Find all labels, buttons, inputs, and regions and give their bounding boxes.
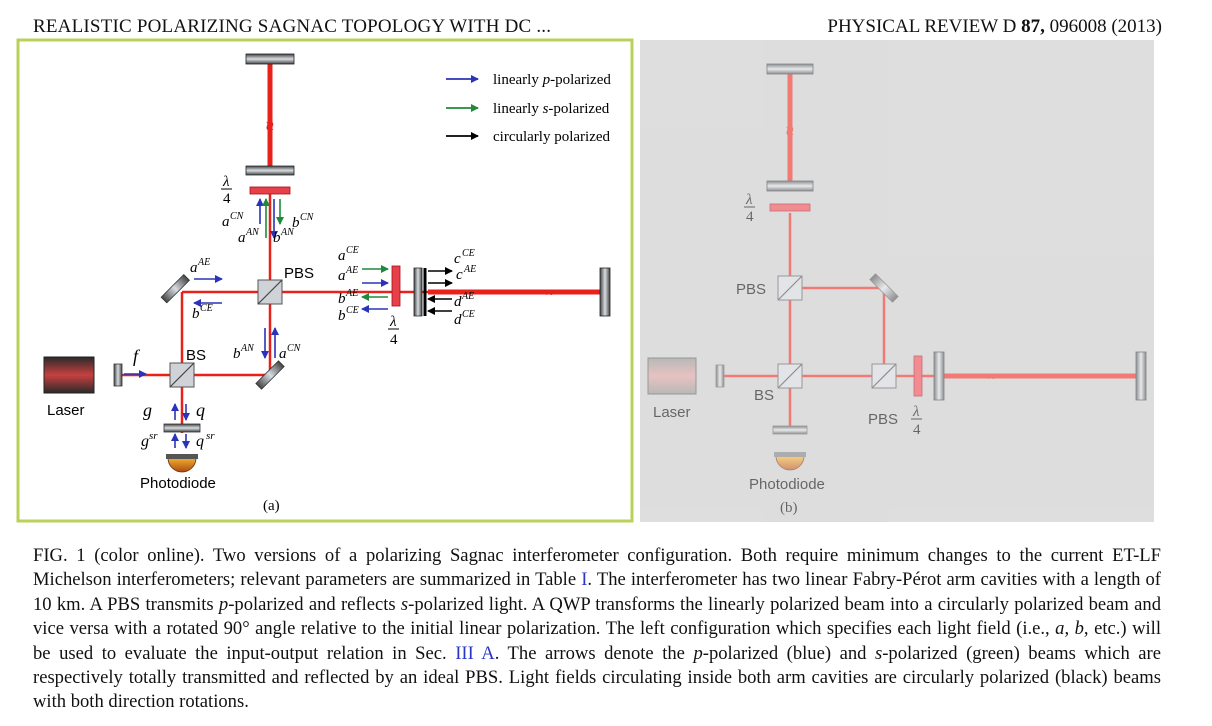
- svg-text:b: b: [192, 306, 200, 322]
- north-end-mirror-b: [767, 64, 813, 74]
- panel-b-label: (b): [780, 500, 798, 516]
- journal-volume: 87,: [1021, 16, 1045, 37]
- svg-text:g: g: [141, 433, 149, 450]
- bs-b: [778, 364, 802, 388]
- section-ref-link[interactable]: III A: [455, 643, 495, 664]
- figure-caption: FIG. 1 (color online). Two versions of a…: [33, 544, 1161, 715]
- svg-text:AN: AN: [245, 227, 260, 238]
- photodiode-label: Photodiode: [140, 475, 216, 492]
- svg-text:a: a: [338, 268, 346, 284]
- east-end-mirror-b: [1136, 352, 1146, 400]
- signal-recycling-mirror: [164, 424, 200, 432]
- svg-text:CE: CE: [200, 303, 213, 314]
- east-qwp: [392, 266, 400, 306]
- svg-text:c: c: [456, 267, 463, 283]
- laser-source-b: [648, 358, 696, 394]
- pbs-label: PBS: [284, 265, 314, 282]
- svg-text:sr: sr: [149, 430, 158, 442]
- svg-text:c: c: [454, 251, 461, 267]
- svg-text:a: a: [338, 248, 346, 264]
- power-recycling-mirror: [114, 364, 122, 386]
- legend-p-label: linearly p-polarized: [493, 72, 611, 88]
- power-recycling-mirror-b: [716, 365, 724, 387]
- figure-1: ≀≀ ≈ Laser f BS PBS λ 4: [16, 38, 1166, 528]
- svg-text:CN: CN: [287, 343, 302, 354]
- east-input-mirror: [414, 268, 422, 316]
- east-qwp-denominator: 4: [390, 332, 398, 348]
- panel-a-label: (a): [263, 498, 280, 514]
- svg-text:b: b: [292, 215, 300, 231]
- bs-label: BS: [186, 347, 206, 364]
- north-qwp-numerator-b: λ: [745, 192, 753, 208]
- east-qwp-numerator: λ: [389, 314, 397, 330]
- beam-splitter: [170, 363, 194, 387]
- east-qwp-denominator-b: 4: [913, 422, 921, 438]
- journal-name: PHYSICAL REVIEW D: [827, 16, 1016, 37]
- pbs-top-b: [778, 276, 802, 300]
- svg-text:a: a: [190, 260, 198, 276]
- laser-label-b: Laser: [653, 404, 691, 421]
- svg-text:d: d: [454, 294, 462, 310]
- svg-text:a: a: [222, 214, 230, 230]
- laser-label: Laser: [47, 402, 85, 419]
- svg-text:AE: AE: [463, 264, 476, 275]
- svg-text:a: a: [279, 346, 287, 362]
- panel-a: ≀≀ ≈ Laser f BS PBS λ 4: [18, 40, 632, 521]
- svg-text:CE: CE: [462, 248, 475, 259]
- photodiode-cap: [166, 454, 198, 459]
- svg-text:b: b: [338, 291, 346, 307]
- north-qwp-denominator-b: 4: [746, 209, 754, 225]
- bs-label-b: BS: [754, 387, 774, 404]
- svg-text:b: b: [338, 308, 346, 324]
- east-qwp-numerator-b: λ: [912, 404, 920, 420]
- svg-text:CE: CE: [346, 245, 359, 256]
- svg-text:AE: AE: [345, 265, 358, 276]
- svg-text:q: q: [196, 433, 204, 450]
- beam-break-horizontal-b: ≈: [988, 370, 996, 385]
- east-qwp-b: [914, 356, 922, 396]
- panel-b: ≀≀ ≈ Laser λ 4 PBS BS PBS λ 4: [640, 40, 1154, 522]
- north-qwp-numerator: λ: [222, 174, 230, 190]
- north-input-mirror-b: [767, 181, 813, 191]
- svg-text:a: a: [238, 230, 246, 246]
- svg-text:CE: CE: [346, 305, 359, 316]
- svg-text:AE: AE: [345, 288, 358, 299]
- east-end-mirror: [600, 268, 610, 316]
- beam-break-horizontal: ≈: [546, 286, 554, 301]
- running-header-title: REALISTIC POLARIZING SAGNAC TOPOLOGY WIT…: [33, 16, 551, 38]
- pbs-bottom-b: [872, 364, 896, 388]
- laser-source: [44, 357, 94, 393]
- running-header-journal: PHYSICAL REVIEW D 87, 096008 (2013): [827, 16, 1162, 38]
- beam-break-vertical-b: ≀≀: [785, 123, 795, 138]
- field-q-label: q: [196, 400, 205, 420]
- legend-circular-label: circularly polarized: [493, 129, 611, 145]
- pbs-top-label-b: PBS: [736, 281, 766, 298]
- svg-text:AN: AN: [240, 343, 255, 354]
- pbs-bottom-label-b: PBS: [868, 411, 898, 428]
- north-qwp-denominator: 4: [223, 191, 231, 207]
- svg-text:d: d: [454, 312, 462, 328]
- signal-recycling-mirror-b: [773, 426, 807, 434]
- photodiode-label-b: Photodiode: [749, 476, 825, 493]
- beam-break-vertical: ≀≀: [265, 118, 275, 133]
- svg-text:sr: sr: [206, 430, 215, 442]
- north-qwp: [250, 187, 290, 194]
- svg-text:b: b: [233, 346, 241, 362]
- polarizing-beam-splitter: [258, 280, 282, 304]
- north-end-mirror: [246, 54, 294, 64]
- north-input-mirror: [246, 166, 294, 175]
- east-input-mirror-b: [934, 352, 944, 400]
- field-g-label: g: [143, 400, 152, 420]
- legend-s-label: linearly s-polarized: [493, 101, 610, 117]
- svg-text:AE: AE: [461, 291, 474, 302]
- svg-text:CE: CE: [462, 309, 475, 320]
- svg-text:b: b: [273, 230, 281, 246]
- svg-text:CN: CN: [230, 211, 245, 222]
- article-number: 096008 (2013): [1050, 16, 1162, 37]
- svg-text:AE: AE: [197, 257, 210, 268]
- photodiode-cap-b: [774, 452, 806, 457]
- north-qwp-b: [770, 204, 810, 211]
- svg-text:CN: CN: [300, 212, 315, 223]
